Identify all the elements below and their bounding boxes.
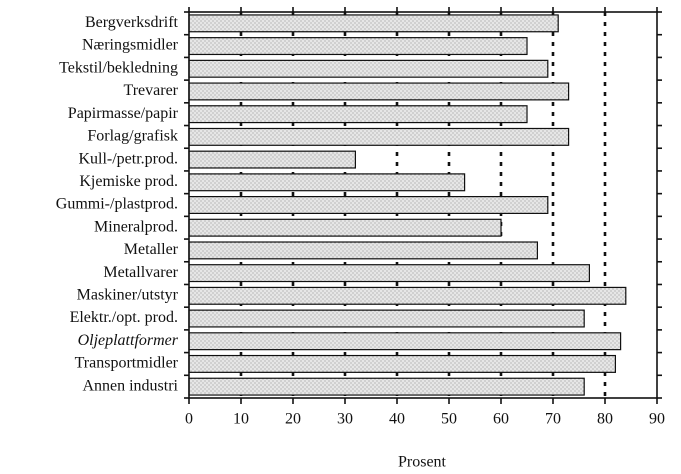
x-tick-label-10: 10 <box>233 410 249 427</box>
bar-4 <box>188 105 528 124</box>
category-label-7: Kjemiske prod. <box>79 173 178 190</box>
category-label-15: Transportmidler <box>75 355 179 372</box>
bar-0 <box>188 14 559 33</box>
x-tick-label-90: 90 <box>649 410 665 427</box>
bar-6 <box>188 150 356 169</box>
category-label-10: Metaller <box>124 241 179 258</box>
plot-frame <box>188 11 658 399</box>
category-label-11: Metallvarer <box>103 264 178 281</box>
category-label-4: Papirmasse/papir <box>68 105 179 122</box>
category-label-3: Trevarer <box>124 82 179 99</box>
bar-layer <box>188 14 627 396</box>
category-label-5: Forlag/grafisk <box>87 128 178 145</box>
category-label-6: Kull-/petr.prod. <box>78 150 178 167</box>
bar-13 <box>188 309 585 328</box>
x-tick-label-40: 40 <box>389 410 405 427</box>
x-tick-label-20: 20 <box>285 410 301 427</box>
category-label-9: Mineralprod. <box>94 218 178 235</box>
x-tick-label-60: 60 <box>493 410 509 427</box>
category-label-1: Næringsmidler <box>82 37 179 54</box>
category-label-0: Bergverksdrift <box>85 14 179 31</box>
x-tick-labels: 0 10 20 30 40 50 60 70 80 90 <box>185 410 665 427</box>
x-tick-label-50: 50 <box>441 410 457 427</box>
bar-11 <box>188 264 590 283</box>
category-label-2: Tekstil/bekledning <box>59 59 178 76</box>
bar-14 <box>188 332 622 351</box>
bar-5 <box>188 127 570 146</box>
axis-layer <box>184 7 662 404</box>
bar-2 <box>188 59 549 78</box>
bar-16 <box>188 377 585 396</box>
category-label-13: Elektr./opt. prod. <box>70 309 178 326</box>
bar-9 <box>188 218 502 237</box>
x-tick-label-70: 70 <box>545 410 561 427</box>
x-tick-label-30: 30 <box>337 410 353 427</box>
bar-12 <box>188 286 627 305</box>
x-tick-label-80: 80 <box>597 410 613 427</box>
category-label-14: Oljeplattformer <box>78 332 179 349</box>
category-label-16: Annen industri <box>82 377 178 394</box>
x-tick-label-0: 0 <box>185 410 193 427</box>
x-axis-title: Prosent <box>398 453 447 470</box>
category-label-8: Gummi-/plastprod. <box>56 196 178 213</box>
category-label-12: Maskiner/utstyr <box>77 286 179 303</box>
category-labels: Bergverksdrift Næringsmidler Tekstil/bekle… <box>56 14 179 394</box>
bar-8 <box>188 195 549 215</box>
bar-15 <box>188 354 616 373</box>
bar-3 <box>188 82 570 101</box>
bar-7 <box>188 173 466 192</box>
bar-1 <box>188 37 528 56</box>
bar-10 <box>188 241 538 260</box>
